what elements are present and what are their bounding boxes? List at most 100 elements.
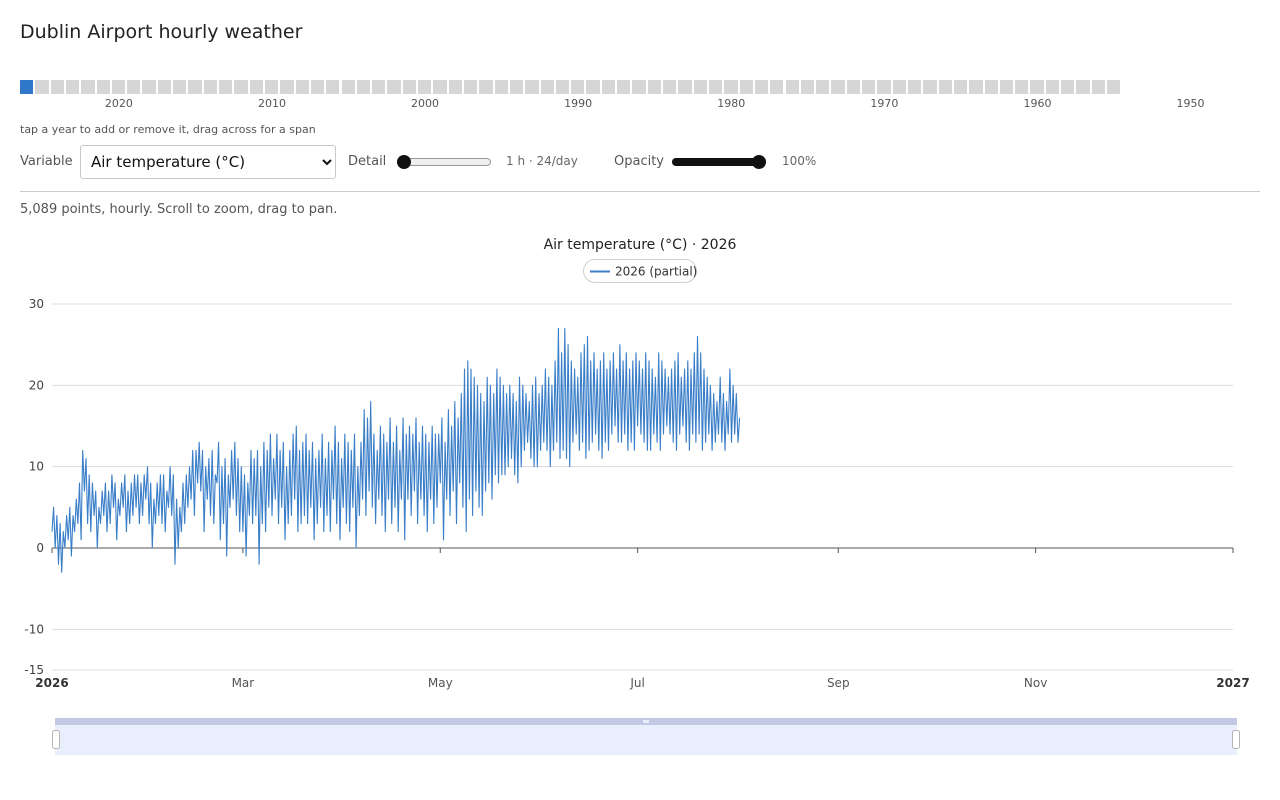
year-cell[interactable] [173, 80, 187, 94]
year-cell[interactable] [81, 80, 95, 94]
year-picker-strip[interactable] [20, 80, 1260, 94]
navigator-grip[interactable] [643, 720, 649, 723]
detail-slider-handle[interactable] [397, 155, 411, 169]
year-cell[interactable] [816, 80, 830, 94]
y-tick-label: -15 [24, 663, 44, 677]
year-cell[interactable] [1107, 80, 1121, 94]
year-cell[interactable] [1061, 80, 1075, 94]
year-cell[interactable] [1030, 80, 1044, 94]
year-cell[interactable] [923, 80, 937, 94]
x-tick-label: Nov [1024, 676, 1047, 690]
year-cell[interactable] [525, 80, 539, 94]
year-cell[interactable] [402, 80, 417, 94]
year-cell[interactable] [586, 80, 600, 94]
year-cell[interactable] [188, 80, 202, 94]
year-cell[interactable] [938, 80, 952, 94]
year-cell[interactable] [617, 80, 631, 94]
year-cell[interactable] [509, 80, 524, 94]
year-cell[interactable] [984, 80, 998, 94]
legend[interactable]: 2026 (partial) [583, 259, 698, 283]
year-cell[interactable] [555, 80, 570, 94]
year-cell[interactable] [770, 80, 784, 94]
decade-label: 1950 [1176, 97, 1205, 110]
year-cell[interactable] [999, 80, 1014, 94]
detail-slider[interactable] [397, 153, 491, 171]
year-cell[interactable] [601, 80, 616, 94]
year-cell[interactable] [846, 80, 861, 94]
navigator-handle-left[interactable] [52, 730, 60, 749]
year-cell[interactable] [739, 80, 753, 94]
year-cell[interactable] [800, 80, 815, 94]
year-cell[interactable] [1015, 80, 1029, 94]
year-cell[interactable] [387, 80, 401, 94]
year-cell[interactable] [494, 80, 508, 94]
navigator-handle-right[interactable] [1232, 730, 1240, 749]
year-cell[interactable] [632, 80, 646, 94]
decade-label: 1960 [1023, 97, 1052, 110]
year-cell[interactable] [831, 80, 845, 94]
y-tick-label: 0 [36, 541, 44, 555]
year-cell[interactable] [50, 80, 64, 94]
year-cell[interactable] [157, 80, 172, 94]
year-cell[interactable] [463, 80, 478, 94]
year-cell[interactable] [234, 80, 248, 94]
year-cell[interactable] [310, 80, 325, 94]
year-cell[interactable] [969, 80, 983, 94]
detail-label: Detail [348, 154, 387, 169]
year-cell[interactable] [203, 80, 218, 94]
year-cell[interactable] [448, 80, 462, 94]
year-cell[interactable] [1076, 80, 1090, 94]
variable-select[interactable]: Air temperature (°C) [80, 145, 336, 179]
year-cell[interactable] [341, 80, 355, 94]
year-cell[interactable] [540, 80, 554, 94]
opacity-slider-fill [672, 158, 759, 166]
decade-label: 1970 [870, 97, 899, 110]
year-cell[interactable] [356, 80, 371, 94]
year-cell[interactable] [219, 80, 233, 94]
year-cell[interactable] [372, 80, 386, 94]
year-cell[interactable] [862, 80, 876, 94]
year-cell[interactable] [295, 80, 309, 94]
opacity-slider[interactable] [672, 153, 766, 171]
year-cell[interactable] [418, 80, 432, 94]
year-cell[interactable] [433, 80, 447, 94]
x-tick-label: Mar [232, 676, 255, 690]
legend-item[interactable]: 2026 (partial) [615, 265, 697, 279]
year-cell[interactable] [678, 80, 692, 94]
year-cell[interactable] [127, 80, 141, 94]
year-cell[interactable] [142, 80, 156, 94]
year-cell[interactable] [877, 80, 891, 94]
year-cell[interactable] [111, 80, 126, 94]
year-cell[interactable] [892, 80, 906, 94]
year-cell[interactable] [754, 80, 769, 94]
year-cell[interactable] [571, 80, 585, 94]
x-tick-label: 2026 [35, 676, 68, 690]
year-cell[interactable] [693, 80, 707, 94]
year-cell[interactable] [953, 80, 968, 94]
year-cell[interactable] [1091, 80, 1105, 94]
y-tick-label: 30 [29, 297, 44, 311]
opacity-slider-handle[interactable] [752, 155, 766, 169]
year-cell[interactable] [479, 80, 493, 94]
page-title: Dublin Airport hourly weather [20, 21, 303, 43]
year-cell[interactable] [326, 80, 340, 94]
year-cell[interactable] [724, 80, 738, 94]
year-cell[interactable] [20, 80, 34, 94]
x-tick-label: 2027 [1216, 676, 1249, 690]
year-cell[interactable] [264, 80, 279, 94]
year-cell[interactable] [249, 80, 263, 94]
decade-label: 2010 [257, 97, 286, 110]
year-cell[interactable] [647, 80, 661, 94]
year-cell[interactable] [96, 80, 110, 94]
year-cell[interactable] [663, 80, 677, 94]
year-cell[interactable] [35, 80, 49, 94]
year-cell[interactable] [1045, 80, 1060, 94]
year-cell[interactable] [907, 80, 922, 94]
year-cell[interactable] [785, 80, 799, 94]
year-cell[interactable] [280, 80, 294, 94]
decade-labels: 2020 2010 2000 1990 1980 1970 1960 1950 [20, 97, 1260, 111]
range-navigator[interactable] [52, 718, 1240, 755]
year-cell[interactable] [65, 80, 80, 94]
year-cell[interactable] [708, 80, 723, 94]
